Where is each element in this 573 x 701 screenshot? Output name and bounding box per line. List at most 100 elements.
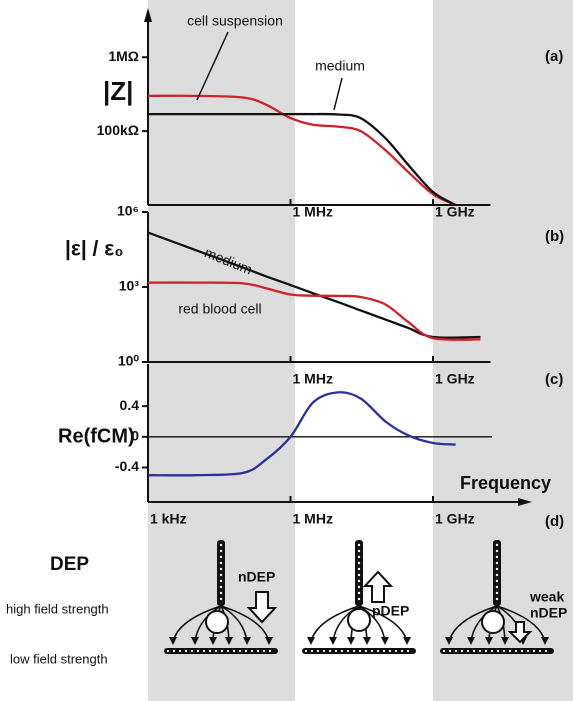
ndep-label: nDEP — [238, 569, 275, 585]
plate-dot — [179, 650, 181, 652]
plate-dot — [233, 650, 235, 652]
field-arrow — [347, 637, 355, 645]
electrode-dot — [220, 574, 222, 576]
high-label: high field strength — [6, 601, 109, 616]
y-axis-label: Re(fCM) — [58, 425, 135, 447]
plate-dot — [389, 650, 391, 652]
y-tick-label: 10⁶ — [117, 203, 139, 219]
plate-dot — [347, 650, 349, 652]
plate-dot — [515, 650, 517, 652]
plate-dot — [473, 650, 475, 652]
x-tick-label: 1 MHz — [293, 511, 333, 527]
annotation: medium — [315, 58, 365, 74]
plate-dot — [353, 650, 355, 652]
plate-dot — [215, 650, 217, 652]
plate-dot — [509, 650, 511, 652]
plate-dot — [197, 650, 199, 652]
plate-dot — [209, 650, 211, 652]
y-axis-label: |ε| / ε₀ — [65, 238, 124, 261]
y-tick-label: 1MΩ — [108, 48, 139, 64]
plate-dot — [371, 650, 373, 652]
electrode-dot — [496, 592, 498, 594]
x-axis-label: Frequency — [460, 473, 551, 493]
arrow — [365, 572, 391, 602]
cell — [348, 609, 370, 631]
plate-dot — [497, 650, 499, 652]
electrode-dot — [220, 562, 222, 564]
panel-label: (b) — [545, 228, 564, 245]
plate-dot — [245, 650, 247, 652]
cell — [206, 611, 228, 633]
plate-dot — [407, 650, 409, 652]
electrode-dot — [358, 592, 360, 594]
weak-label: nDEP — [530, 605, 567, 621]
electrode-dot — [220, 592, 222, 594]
field-arrow — [329, 637, 337, 645]
annotation: cell suspension — [187, 13, 283, 29]
weak-label: weak — [529, 589, 564, 605]
plate-dot — [251, 650, 253, 652]
plate-dot — [263, 650, 265, 652]
electrode-dot — [496, 586, 498, 588]
annotation: red blood cell — [178, 301, 261, 317]
plate-dot — [173, 650, 175, 652]
electrode-dot — [358, 550, 360, 552]
plate-dot — [341, 650, 343, 652]
electrode-dot — [220, 580, 222, 582]
plate-dot — [191, 650, 193, 652]
plate-dot — [167, 650, 169, 652]
plate-dot — [317, 650, 319, 652]
panel-label: (c) — [545, 371, 563, 388]
plate-dot — [359, 650, 361, 652]
cell — [482, 611, 504, 633]
x-tick-label: 1 MHz — [293, 204, 333, 220]
plate-dot — [335, 650, 337, 652]
electrode-dot — [496, 562, 498, 564]
electrode-dot — [496, 544, 498, 546]
electrode-dot — [358, 598, 360, 600]
plate-dot — [377, 650, 379, 652]
x-tick-label: 1 MHz — [293, 371, 333, 387]
plate-dot — [383, 650, 385, 652]
plate-dot — [485, 650, 487, 652]
electrode-dot — [496, 574, 498, 576]
plate-dot — [533, 650, 535, 652]
plate-dot — [521, 650, 523, 652]
low-label: low field strength — [10, 651, 108, 666]
electrode-dot — [220, 550, 222, 552]
pdep-label: pDEP — [372, 603, 409, 619]
plate-dot — [311, 650, 313, 652]
plate-dot — [221, 650, 223, 652]
electrode-dot — [496, 568, 498, 570]
y-axis-label: |Z| — [103, 76, 133, 106]
field-arrow — [403, 637, 411, 645]
field-arrow — [363, 637, 371, 645]
electrode-dot — [220, 556, 222, 558]
plate-dot — [203, 650, 205, 652]
x-tick-label: 1 GHz — [435, 371, 475, 387]
plate-dot — [401, 650, 403, 652]
plate-dot — [185, 650, 187, 652]
electrode-dot — [358, 562, 360, 564]
plate-dot — [239, 650, 241, 652]
plate-dot — [395, 650, 397, 652]
plate-dot — [365, 650, 367, 652]
x-tick-label: 1 GHz — [435, 204, 475, 220]
electrode-dot — [220, 568, 222, 570]
plate-dot — [323, 650, 325, 652]
y-tick-label: 100kΩ — [97, 122, 139, 138]
electrode-dot — [358, 574, 360, 576]
plate-dot — [329, 650, 331, 652]
electrode-dot — [220, 544, 222, 546]
figure: 1MΩ 100kΩ 1 MHz 1 GHz (a) |Z| cell suspension m… — [0, 0, 573, 701]
y-tick-label: -0.4 — [115, 458, 139, 474]
electrode-dot — [358, 568, 360, 570]
field-arrow — [381, 637, 389, 645]
electrode-dot — [496, 580, 498, 582]
electrode-dot — [220, 586, 222, 588]
panel-label: (a) — [545, 48, 563, 65]
electrode-dot — [496, 598, 498, 600]
x-tick-label: 1 GHz — [435, 511, 475, 527]
electrode-dot — [358, 580, 360, 582]
field-arrow — [307, 637, 315, 645]
